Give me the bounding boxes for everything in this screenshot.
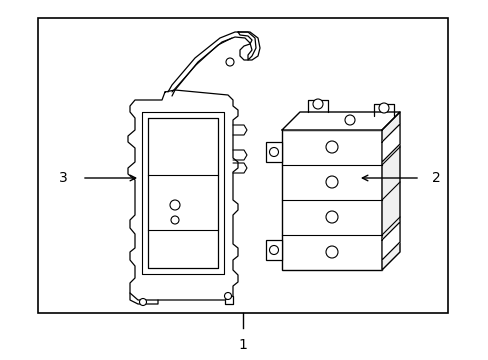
Circle shape	[224, 292, 231, 300]
Circle shape	[170, 200, 180, 210]
Polygon shape	[282, 112, 399, 130]
Text: 1: 1	[238, 338, 247, 352]
Circle shape	[269, 148, 278, 157]
Text: 3: 3	[59, 171, 68, 185]
Bar	[265, 142, 282, 162]
Circle shape	[139, 298, 146, 306]
Text: 2: 2	[431, 171, 440, 185]
Circle shape	[325, 246, 337, 258]
Circle shape	[345, 115, 354, 125]
Polygon shape	[381, 222, 399, 260]
Polygon shape	[381, 124, 399, 162]
Circle shape	[269, 246, 278, 255]
Circle shape	[325, 176, 337, 188]
Polygon shape	[381, 112, 399, 270]
Circle shape	[378, 103, 388, 113]
Circle shape	[325, 141, 337, 153]
Circle shape	[225, 58, 234, 66]
Circle shape	[171, 216, 179, 224]
Circle shape	[325, 211, 337, 223]
Bar	[282, 130, 381, 270]
Bar	[265, 240, 282, 260]
Bar	[38, 18, 447, 313]
Circle shape	[312, 99, 323, 109]
